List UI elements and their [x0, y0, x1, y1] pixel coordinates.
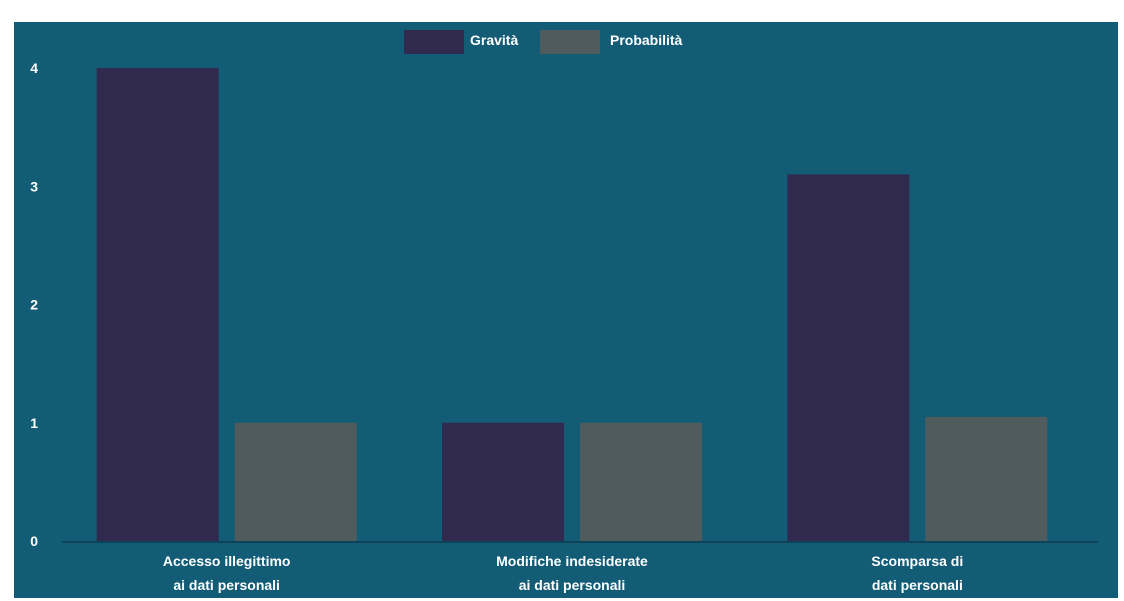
legend: Gravità Probabilità: [404, 30, 683, 54]
x-tick-label: Accesso illegittimo: [163, 553, 291, 569]
bar-gravita: [96, 68, 219, 541]
y-tick-label: 0: [30, 533, 38, 549]
x-tick-label: dati personali: [872, 577, 963, 593]
legend-swatch: [404, 30, 464, 54]
x-tick-label: Modifiche indesiderate: [496, 553, 648, 569]
y-axis: 0 1 2 3 4: [30, 60, 38, 549]
x-tick-label: Scomparsa di: [871, 553, 963, 569]
bars: [96, 68, 1048, 542]
y-tick-label: 2: [30, 297, 38, 313]
legend-label: Gravità: [470, 32, 518, 48]
legend-label: Probabilità: [610, 32, 683, 48]
y-tick-label: 4: [30, 60, 38, 76]
bar-gravita: [787, 174, 910, 542]
x-tick-label: ai dati personali: [173, 577, 280, 593]
bar-probabilita: [925, 416, 1048, 541]
y-tick-label: 3: [30, 178, 38, 194]
x-tick-label: ai dati personali: [519, 577, 626, 593]
bar-gravita: [442, 422, 564, 541]
bar-probabilita: [234, 422, 357, 541]
bar-probabilita: [580, 422, 702, 541]
legend-swatch: [540, 30, 600, 54]
y-tick-label: 1: [30, 415, 38, 431]
x-axis: Accesso illegittimo ai dati personali Modi…: [62, 541, 1098, 593]
